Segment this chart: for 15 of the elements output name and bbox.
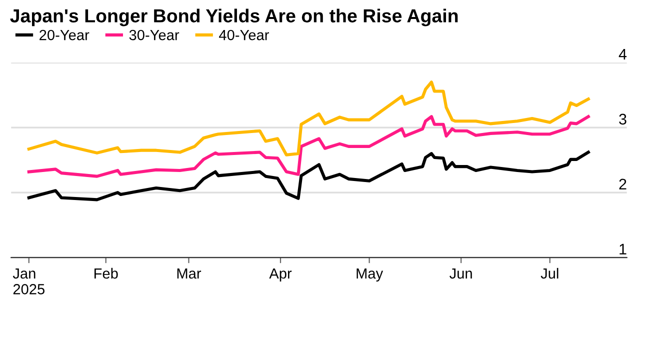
chart-title: Japan's Longer Bond Yields Are on the Rise Again (10, 8, 458, 26)
legend-label: 20-Year (40, 30, 90, 40)
legend-label: 40-Year (219, 30, 269, 40)
x-tick-label: May (356, 268, 384, 282)
x-tick-label: Jul (540, 268, 558, 279)
x-tick-label: Mar (177, 268, 202, 279)
x-tick-label: Jun (450, 268, 472, 279)
y-tick-label: 2 (619, 178, 626, 190)
x-tick-label: Feb (94, 268, 118, 279)
y-tick-label: 4 (618, 48, 627, 60)
x-tick-label: Jan 2025 (12, 268, 45, 294)
x-tick-label: Apr (269, 268, 292, 282)
y-tick-label: 3 (619, 114, 626, 125)
y-tick-label: 1 (620, 244, 626, 254)
legend-label: 30-Year (129, 30, 180, 40)
